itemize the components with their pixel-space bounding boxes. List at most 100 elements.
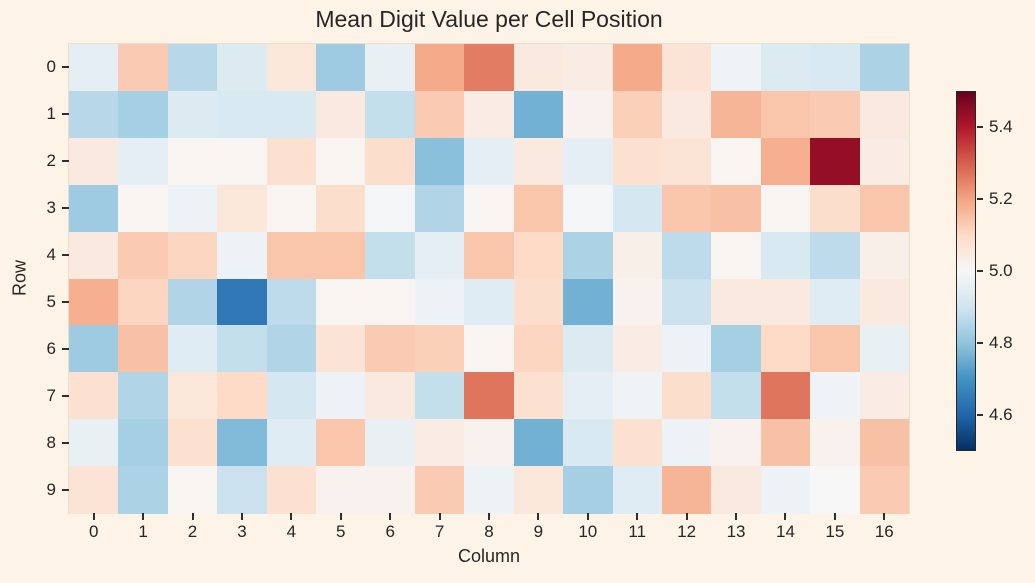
heatmap-cell [414,184,465,233]
y-tick-label: 5 [46,291,56,311]
heatmap-cell [266,137,317,186]
heatmap-cell [464,184,515,233]
heatmap-cell [69,466,119,514]
heatmap-cell [563,231,614,280]
heatmap-cell [810,184,861,233]
heatmap-cell [711,184,762,233]
heatmap-cell [661,44,712,92]
heatmap-cell [859,44,910,92]
heatmap-cell [464,419,515,467]
heatmap-cell [513,44,564,92]
heatmap-cell [661,419,712,467]
chart-title: Mean Digit Value per Cell Position [315,6,663,32]
heatmap-cell [612,372,663,420]
x-tick-mark [389,513,392,520]
heatmap-cell [316,466,366,514]
heatmap-cell [69,44,119,92]
heatmap-axes [68,43,910,514]
heatmap-cell [513,419,564,467]
heatmap-cell [316,90,366,139]
heatmap-cell [760,466,811,514]
x-tick-label: 10 [578,522,598,541]
heatmap-cell [118,231,169,280]
heatmap-cell [810,90,861,139]
heatmap-cell [167,372,218,420]
heatmap-cell [464,278,515,326]
heatmap-cell [118,466,169,514]
heatmap-cell [711,137,762,186]
heatmap-cell [760,325,811,373]
colorbar-tick-mark [977,414,983,416]
heatmap-cell [760,278,811,326]
heatmap-cell [464,137,515,186]
heatmap-cell [365,231,416,280]
heatmap-cell [612,44,663,92]
x-tick-label: 15 [825,522,845,541]
heatmap-cell [167,419,218,467]
heatmap-cell [661,278,712,326]
heatmap-cell [266,466,317,514]
y-tick-mark [62,347,69,350]
colorbar-tick-mark [977,270,983,272]
colorbar-tick-label: 5.2 [989,189,1013,208]
heatmap-cell [217,231,268,280]
heatmap-cell [167,466,218,514]
x-tick-label: 9 [533,522,544,541]
heatmap-cell [760,90,811,139]
heatmap-cell [316,184,366,233]
heatmap-cell [711,372,762,420]
heatmap-cell [316,372,366,420]
heatmap-cell [69,419,119,467]
y-tick-mark [62,207,69,210]
heatmap-cell [464,90,515,139]
y-tick-mark [62,394,69,397]
y-tick-mark [62,300,69,303]
heatmap-cell [69,90,119,139]
colorbar-tick-mark [977,198,983,200]
x-tick-label: 3 [237,522,247,541]
x-tick-label: 11 [628,522,647,541]
heatmap-cell [513,278,564,326]
heatmap-cell [266,90,317,139]
heatmap-cell [711,325,762,373]
heatmap-cell [167,137,218,186]
y-tick-mark [62,113,69,116]
x-tick-mark [191,513,194,520]
heatmap-cell [810,372,861,420]
heatmap-cell [365,184,416,233]
heatmap-cell [563,419,614,467]
heatmap-cell [612,466,663,514]
heatmap-cell [266,231,317,280]
heatmap-cell [69,137,119,186]
heatmap-cell [316,231,366,280]
heatmap-cell [810,325,861,373]
heatmap-cell [563,372,614,420]
x-tick-mark [883,513,886,520]
heatmap-cell [711,278,762,326]
heatmap-cell [365,419,416,467]
heatmap-cell [266,278,317,326]
x-tick-label: 8 [484,522,494,541]
heatmap-cell [217,137,268,186]
x-tick-label: 13 [726,522,746,541]
heatmap-cell [414,419,465,467]
x-tick-label: 6 [385,522,395,541]
heatmap-cell [760,184,811,233]
heatmap-cell [365,372,416,420]
heatmap-cell [563,44,614,92]
y-axis-label: Row [9,259,30,297]
heatmap-cell [217,278,268,326]
heatmap-cell [167,184,218,233]
heatmap-cell [859,372,910,420]
heatmap-cell [661,372,712,420]
x-tick-mark [92,513,95,520]
heatmap-cell [365,137,416,186]
heatmap-cell [365,44,416,92]
heatmap-cell [612,90,663,139]
y-tick-label: 6 [46,338,56,358]
heatmap-cell [513,466,564,514]
heatmap-cell [711,44,762,92]
x-tick-mark [438,513,441,520]
heatmap-cell [118,90,169,139]
